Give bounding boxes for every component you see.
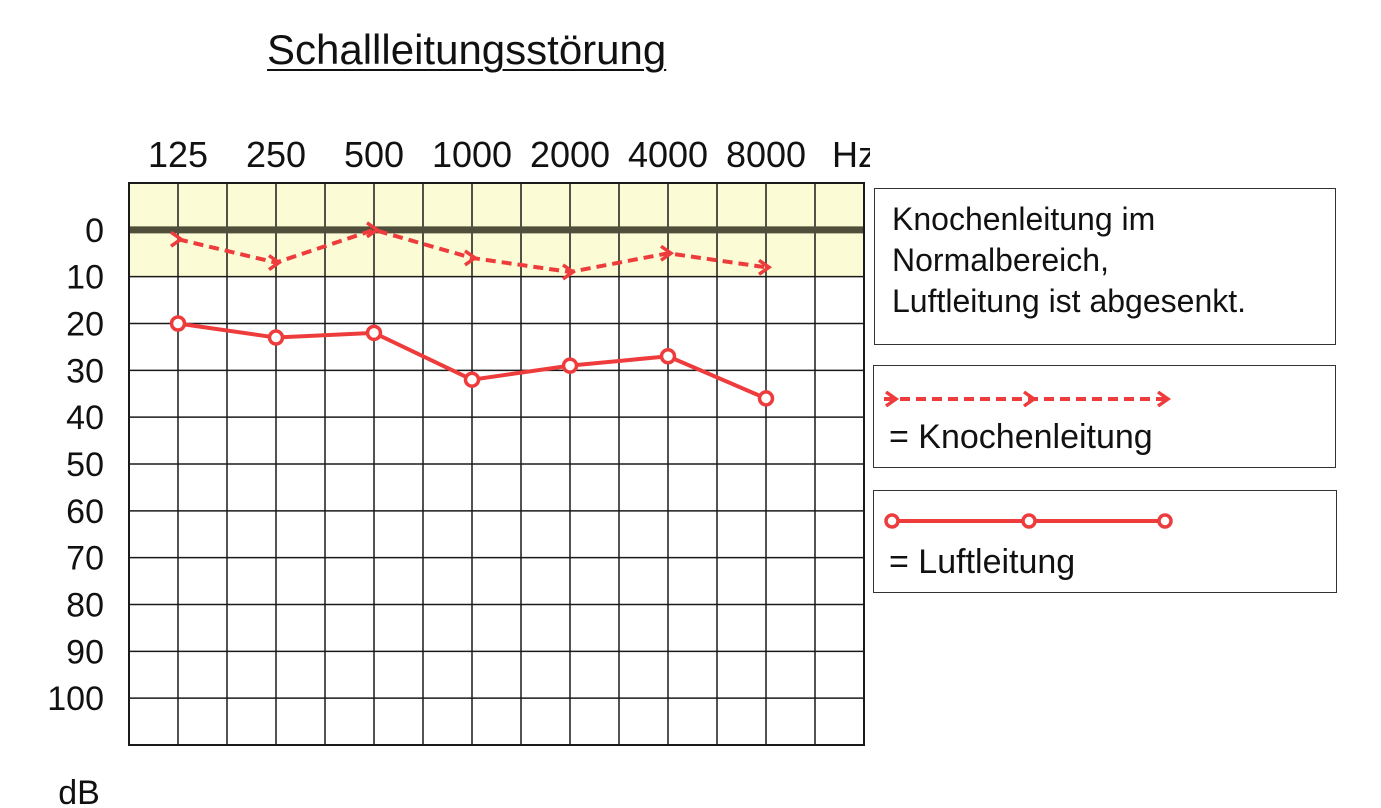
bone-conduction-point [365,221,381,239]
air-conduction-point [267,329,285,346]
audiogram-chart: 125 250 500 1000 2000 4000 8000 Hz 0 10 20 30 40 50 60… [47,134,870,808]
arrow-marker-icon [1156,390,1172,408]
y-tick-label: 20 [66,306,104,344]
x-tick-label: 2000 [530,134,610,175]
legend-air-swatch [884,513,1173,529]
x-tick-label: 4000 [628,134,708,175]
x-unit-label: Hz [832,134,870,175]
bone-conduction-point [561,263,577,281]
chart-title: Schallleitungsstörung [267,26,667,73]
legend-bone-swatch [884,390,1172,408]
arrow-marker-icon [1022,390,1038,408]
y-tick-label: 0 [85,212,104,250]
legend-bone-conduction: = Knochenleitung [873,365,1336,468]
y-tick-label: 80 [66,587,104,625]
explanation-line: Knochenleitung im [892,201,1156,237]
bone-conduction-point [757,258,773,276]
y-tick-label: 30 [66,352,104,390]
x-tick-label: 125 [148,134,208,175]
bone-conduction-point [169,230,185,248]
y-tick-label: 50 [66,446,104,484]
bone-conduction-point [659,244,675,262]
y-tick-label: 90 [66,633,104,671]
y-tick-label: 40 [66,399,104,437]
y-tick-label: 10 [66,259,104,297]
legend-bone-label: = Knochenleitung [889,418,1153,456]
y-tick-label: 70 [66,540,104,578]
x-tick-label: 1000 [432,134,512,175]
y-tick-label: 100 [47,680,104,718]
explanation-line: Normalbereich, [892,242,1109,278]
air-conduction-point [757,390,775,407]
air-conduction-point [659,348,677,365]
chart-border [128,182,865,746]
bone-conduction-point [267,254,283,272]
explanation-line: Luftleitung ist abgesenkt. [892,283,1247,319]
legend-air-conduction: = Luftleitung [873,490,1337,593]
circle-marker-icon [1157,513,1173,529]
circle-marker-icon [1021,513,1037,529]
bone-conduction-point [463,249,479,267]
x-tick-label: 8000 [726,134,806,175]
explanation-box: Knochenleitung im Normalbereich, Luftlei… [874,188,1336,345]
air-conduction-point [463,371,481,388]
x-tick-label: 500 [344,134,404,175]
legend-air-label: = Luftleitung [889,543,1076,581]
y-unit-label: dB [58,774,100,808]
x-tick-label: 250 [246,134,306,175]
air-conduction-point [365,324,383,342]
air-conduction-point [561,357,579,374]
y-tick-label: 60 [66,493,104,531]
arrow-marker-icon [884,390,900,408]
air-conduction-point [169,315,187,332]
circle-marker-icon [884,513,900,529]
